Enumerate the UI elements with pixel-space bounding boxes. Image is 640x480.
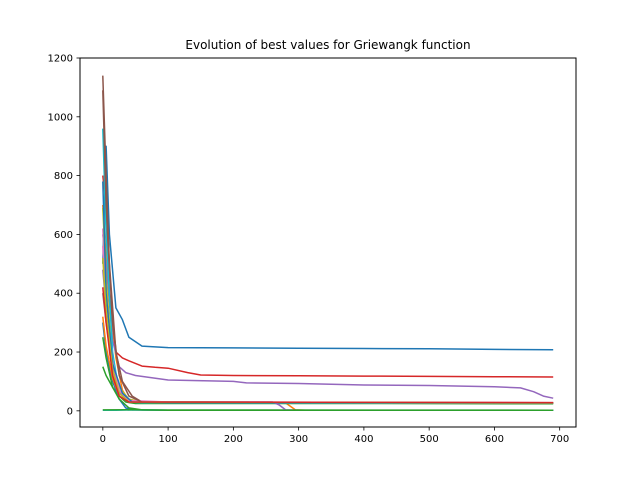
series-line-14 bbox=[102, 269, 554, 411]
series-line-3 bbox=[102, 366, 554, 405]
y-axis: 0 200 400 600 800 1000 1200 bbox=[48, 54, 80, 417]
x-tick-label: 300 bbox=[289, 434, 308, 445]
x-tick-label: 700 bbox=[550, 434, 569, 445]
y-tick-label: 1000 bbox=[48, 112, 73, 123]
series-layer bbox=[102, 75, 554, 411]
y-tick-label: 1200 bbox=[48, 54, 73, 65]
series-line-15 bbox=[102, 246, 554, 404]
series-line-10 bbox=[102, 128, 554, 404]
series-line-4 bbox=[102, 175, 554, 378]
plot-frame bbox=[79, 57, 577, 428]
series-line-21 bbox=[102, 287, 554, 404]
series-line-6 bbox=[102, 75, 554, 404]
x-tick-label: 200 bbox=[224, 434, 243, 445]
chart-title: Evolution of best values for Griewangk f… bbox=[185, 38, 470, 52]
y-tick-label: 200 bbox=[54, 348, 73, 359]
y-tick-label: 600 bbox=[54, 230, 73, 241]
x-tick-label: 500 bbox=[420, 434, 439, 445]
series-line-11 bbox=[102, 322, 554, 411]
y-tick-label: 800 bbox=[54, 171, 73, 182]
series-line-19 bbox=[102, 181, 554, 404]
x-tick-label: 400 bbox=[354, 434, 373, 445]
x-tick-label: 0 bbox=[100, 434, 106, 445]
series-line-5 bbox=[102, 234, 554, 399]
x-axis: 0 100 200 300 400 500 600 700 bbox=[100, 427, 569, 445]
series-line-12 bbox=[102, 316, 554, 404]
series-line-1 bbox=[102, 145, 554, 351]
series-line-9 bbox=[102, 207, 554, 404]
y-tick-label: 0 bbox=[67, 406, 73, 417]
x-tick-label: 100 bbox=[159, 434, 178, 445]
y-tick-label: 400 bbox=[54, 289, 73, 300]
series-line-18 bbox=[102, 408, 554, 411]
series-line-20 bbox=[102, 257, 554, 404]
x-tick-label: 600 bbox=[485, 434, 504, 445]
series-line-16 bbox=[102, 90, 554, 404]
